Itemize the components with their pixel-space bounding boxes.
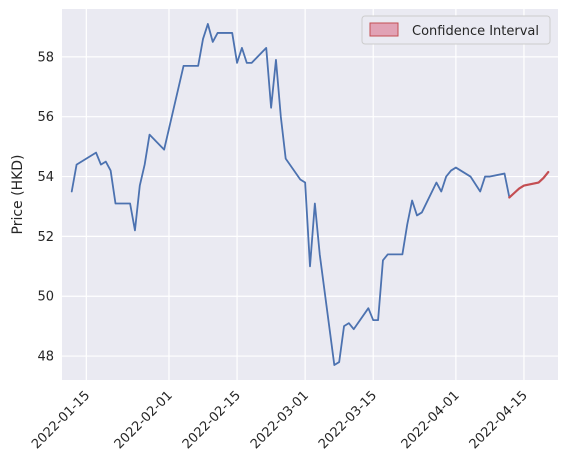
y-tick-label: 50 [37,290,54,305]
y-tick-label: 58 [37,50,54,65]
legend-box [361,15,551,45]
y-tick-label: 52 [37,230,54,245]
series-lines [70,23,550,366]
forecast-line [508,170,550,199]
x-tick-label: 2022-04-15 [467,388,531,452]
legend: Confidence Interval [361,15,551,45]
legend-swatch-confidence-interval [369,22,399,37]
x-tick-label: 2022-02-15 [180,388,244,452]
y-tick-label: 56 [37,110,54,125]
x-tick-label: 2022-04-01 [399,388,463,452]
y-axis-ticks: 48 50 52 54 56 58 [37,50,54,364]
x-tick-label: 2022-01-15 [29,388,93,452]
plot-area [62,9,558,380]
legend-label-confidence-interval: Confidence Interval [412,24,539,39]
x-tick-label: 2022-02-01 [112,388,176,452]
x-axis-ticks: 2022-01-15 2022-02-01 2022-02-15 2022-03-01… [29,388,531,452]
x-tick-label: 2022-03-01 [248,388,312,452]
grid-lines [62,9,558,380]
y-tick-label: 48 [37,350,54,365]
y-tick-label: 54 [37,170,54,185]
price-line [70,23,511,366]
y-axis-title: Price (HKD) [10,154,26,234]
x-tick-label: 2022-03-15 [316,388,380,452]
